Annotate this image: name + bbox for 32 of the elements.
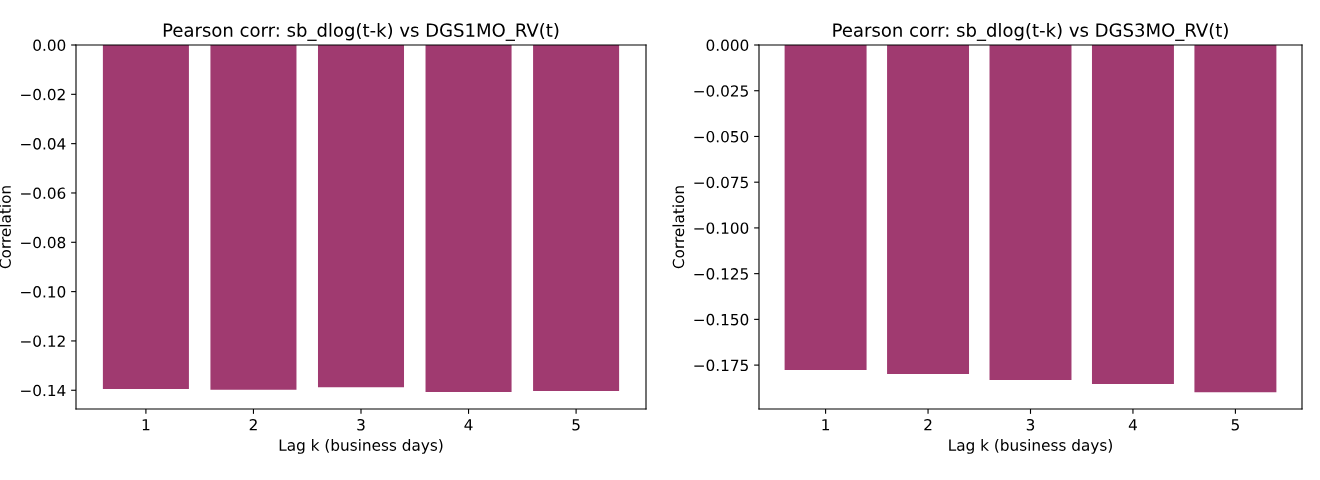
y-tick-label: −0.12 xyxy=(21,335,65,347)
y-axis-title: Correlation xyxy=(0,186,11,269)
x-tick-label: 1 xyxy=(822,419,830,431)
chart-title: Pearson corr: sb_dlog(t-k) vs DGS1MO_RV(t) xyxy=(163,22,559,41)
y-tick-label: −0.150 xyxy=(694,313,749,326)
chart-title: Pearson corr: sb_dlog(t-k) vs DGS3MO_RV(t) xyxy=(833,22,1228,41)
y-tick-label: −0.075 xyxy=(694,176,748,189)
x-tick-label: 2 xyxy=(924,418,932,431)
y-tick-label: −0.125 xyxy=(694,268,748,280)
x-tick-label: 3 xyxy=(357,418,365,431)
x-tick-label: 4 xyxy=(1128,419,1137,431)
x-axis-title: Lag k (business days) xyxy=(949,439,1112,454)
x-tick-label: 5 xyxy=(572,419,580,431)
y-tick-label: −0.175 xyxy=(694,359,748,372)
y-tick-label: −0.14 xyxy=(21,384,66,397)
y-tick-label: −0.04 xyxy=(21,138,66,150)
y-tick-label: −0.06 xyxy=(21,187,66,199)
y-tick-label: −0.10 xyxy=(21,286,66,298)
y-tick-label: 0.000 xyxy=(706,39,749,52)
x-tick-label: 3 xyxy=(1026,418,1035,431)
y-tick-label: −0.025 xyxy=(694,85,748,97)
x-tick-label: 2 xyxy=(249,418,257,431)
x-tick-label: 1 xyxy=(142,419,150,431)
x-tick-label: 5 xyxy=(1231,419,1239,431)
y-tick-label: −0.050 xyxy=(694,130,749,143)
y-tick-label: −0.08 xyxy=(21,236,66,249)
x-tick-label: 4 xyxy=(464,419,473,431)
y-tick-label: −0.02 xyxy=(21,88,65,101)
y-tick-label: −0.100 xyxy=(694,222,749,234)
x-axis-title: Lag k (business days) xyxy=(279,439,443,454)
y-axis-title: Correlation xyxy=(672,186,685,269)
y-tick-label: 0.00 xyxy=(33,39,66,52)
